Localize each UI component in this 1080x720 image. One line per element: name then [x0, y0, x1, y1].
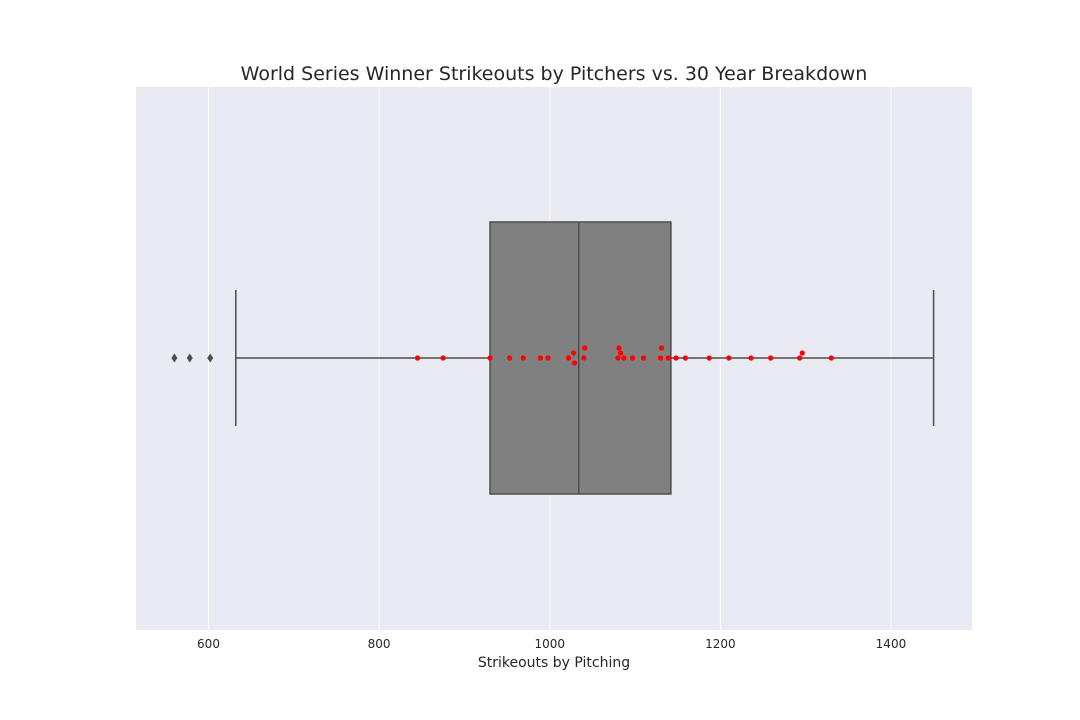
swarm-point	[571, 360, 578, 366]
swarm-point	[487, 355, 493, 361]
outlier-point	[207, 353, 214, 363]
swarm-point	[565, 355, 572, 361]
swarm-point	[768, 355, 774, 361]
swarm-point	[726, 355, 732, 361]
x-tick-label: 1200	[705, 637, 736, 651]
swarm-point	[617, 350, 624, 356]
swarm-point	[537, 355, 543, 361]
swarm-point	[748, 355, 754, 361]
swarm-point	[673, 355, 679, 361]
x-tick-label: 600	[197, 637, 220, 651]
swarm-point	[706, 355, 712, 361]
swarm-point	[440, 355, 446, 361]
swarm-point	[658, 345, 665, 351]
swarm-point	[520, 355, 526, 361]
swarm-point	[682, 355, 688, 361]
swarm-point	[621, 355, 627, 361]
swarm-point	[507, 355, 513, 361]
swarm-point	[615, 355, 621, 361]
swarm-point	[799, 350, 805, 356]
swarm-point	[828, 355, 834, 361]
swarm-point	[797, 355, 803, 361]
outlier-point	[186, 353, 193, 363]
swarm-point	[581, 355, 587, 361]
swarm-point	[658, 355, 664, 361]
x-tick-label: 1000	[534, 637, 565, 651]
swarm-point	[629, 355, 636, 361]
swarm-point	[640, 355, 647, 361]
box-plot	[235, 221, 935, 495]
x-tick-label: 1400	[876, 637, 907, 651]
x-axis-label: Strikeouts by Pitching	[478, 655, 630, 671]
swarm-point	[414, 355, 421, 361]
outlier-point	[171, 353, 178, 363]
swarm-points	[414, 345, 834, 366]
interquartile-box	[489, 221, 672, 495]
x-tick-label: 800	[368, 637, 391, 651]
outlier-markers	[171, 353, 214, 363]
chart-title: World Series Winner Strikeouts by Pitche…	[241, 63, 868, 85]
swarm-point	[582, 345, 588, 351]
x-axis-ticks: 600 800 1000 1200 1400	[197, 637, 906, 651]
swarm-point	[665, 355, 671, 361]
swarm-point	[616, 345, 622, 351]
swarm-point	[545, 355, 551, 361]
swarm-point	[571, 350, 577, 356]
